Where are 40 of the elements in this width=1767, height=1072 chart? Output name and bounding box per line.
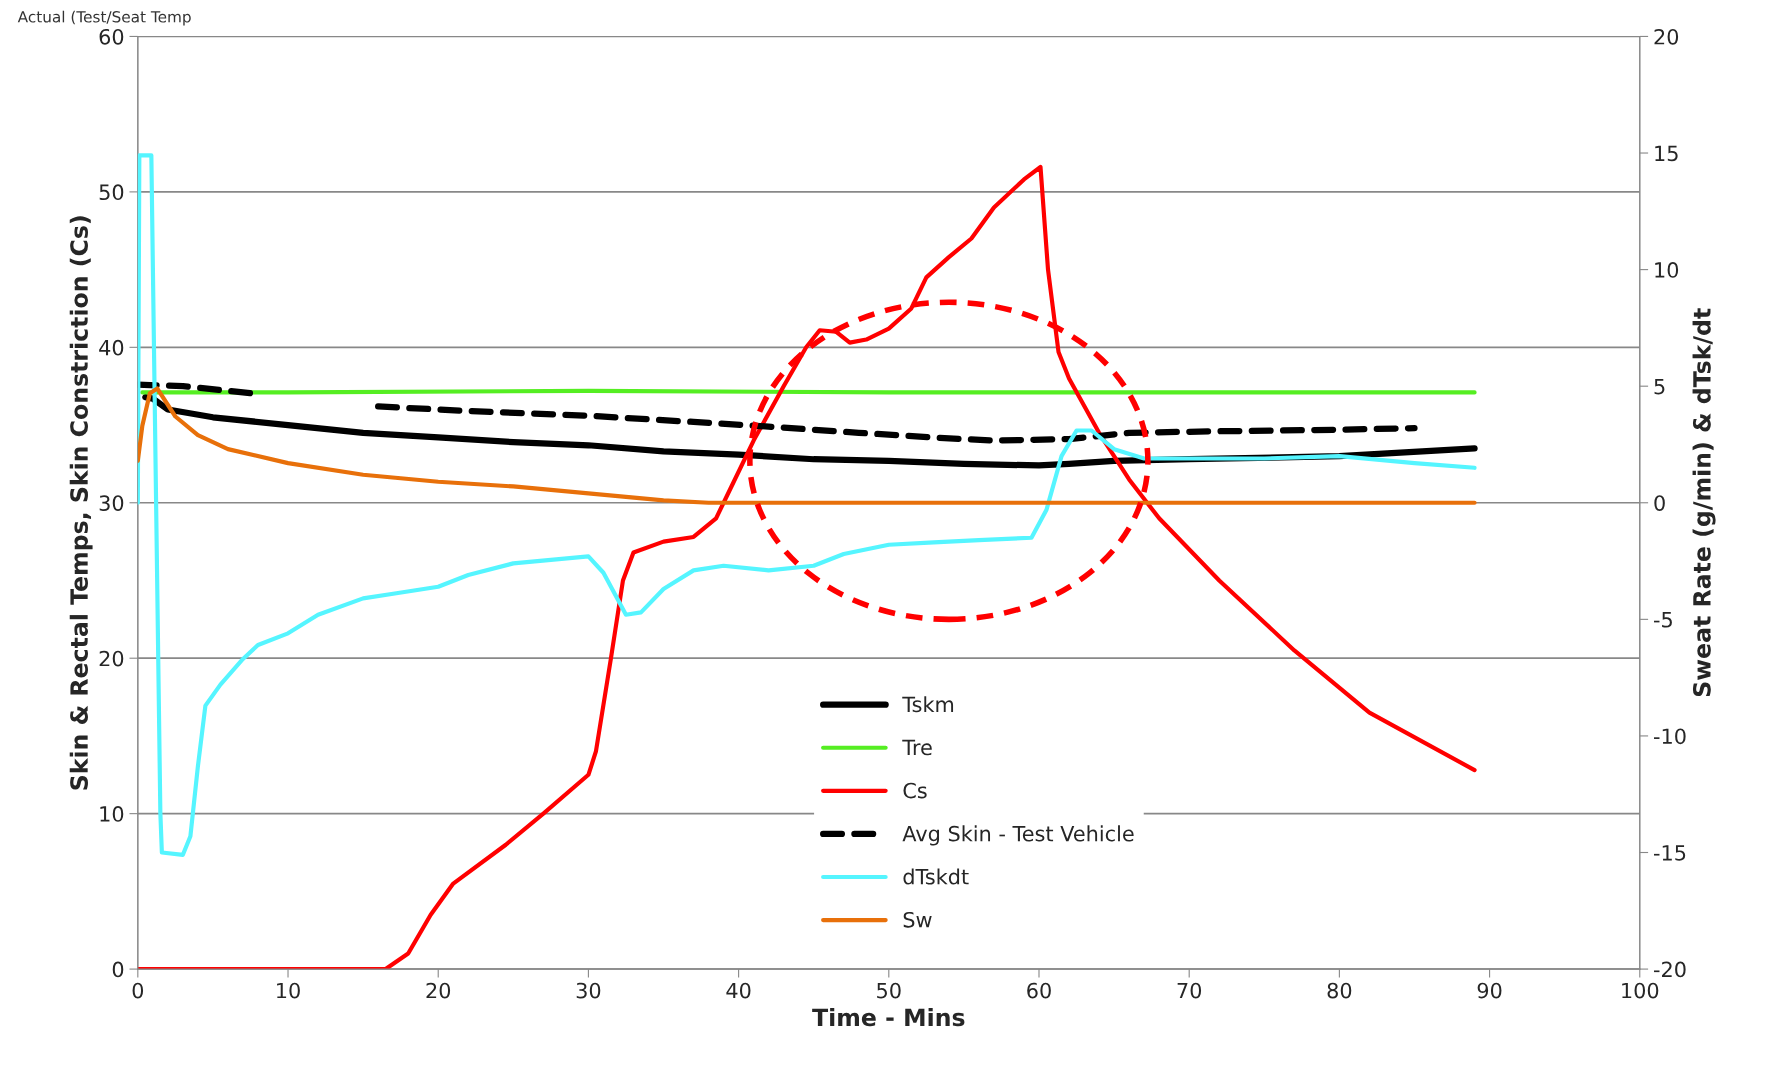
y-tick-label: 50	[99, 184, 124, 201]
y2-tick-label: 10	[1655, 262, 1679, 278]
x-tick-label: 60	[1027, 982, 1051, 999]
x-tick-label: 30	[576, 982, 601, 999]
y2-tick-label: -20	[1653, 961, 1686, 978]
y2-tick-label: 5	[1654, 378, 1665, 395]
x-tick-label: 20	[426, 982, 451, 999]
y2-tick-label: 15	[1655, 145, 1678, 162]
line-series	[137, 153, 1477, 857]
y-axis-title: Skin & Rectal Temps, Skin Constriction (Cs)	[69, 216, 93, 790]
y-tick-label: 10	[100, 806, 124, 822]
x-tick-label: 50	[877, 982, 901, 999]
x-tick-label: 10	[277, 982, 300, 999]
y-tick-label: 40	[99, 339, 124, 356]
text: Actual (Test/Seat Temp	[17, 10, 191, 26]
y2-axis-title: Sweat Rate (g/min) & dTsk/dt	[1692, 308, 1716, 697]
legend-label: Tre	[902, 739, 932, 756]
x-tick-label: 80	[1327, 982, 1352, 999]
x-tick-label: 40	[726, 982, 751, 999]
x-tick-label: 0	[132, 982, 144, 999]
y2-tick-label: -15	[1653, 845, 1686, 861]
line-series	[137, 164, 1477, 970]
y2-tick-label: -10	[1653, 728, 1686, 745]
legend-label: Cs	[903, 782, 927, 799]
legend-label: Sw	[903, 911, 932, 928]
line-series	[137, 386, 1477, 505]
y2-tick-label: -5	[1653, 612, 1672, 628]
x-axis-title: Time - Mins	[812, 1008, 965, 1027]
x-tick-label: 70	[1177, 982, 1202, 999]
y2-tick-label: 0	[1654, 495, 1665, 511]
legend-label: Tskm	[902, 696, 954, 713]
x-tick-label: 90	[1477, 982, 1502, 999]
y-tick-label: 30	[99, 495, 124, 511]
x-tick-label: 100	[1622, 982, 1659, 999]
y-tick-label: 0	[112, 961, 124, 978]
legend-label: Avg Skin - Test Vehicle	[902, 825, 1134, 846]
y-tick-label: 20	[99, 650, 124, 667]
y-tick-label: 60	[99, 28, 124, 45]
y2-tick-label: 20	[1654, 28, 1679, 45]
legend-label: dTskdt	[903, 868, 969, 885]
